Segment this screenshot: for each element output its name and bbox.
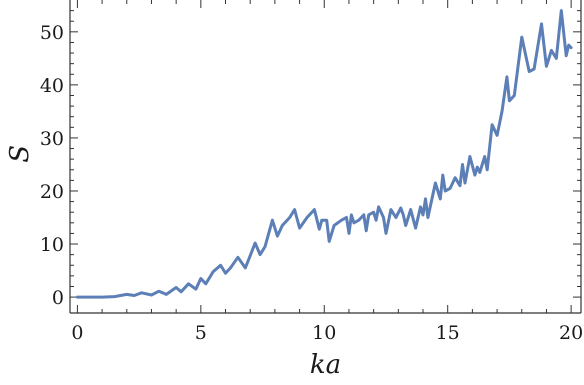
x-tick-label: 20 xyxy=(559,322,583,344)
y-tick-label: 0 xyxy=(52,287,64,309)
y-axis-title: S xyxy=(5,145,35,163)
x-axis-title: ka xyxy=(310,350,341,380)
y-tick-label: 20 xyxy=(40,181,64,203)
x-tick-label: 5 xyxy=(195,322,207,344)
plot-frame xyxy=(69,0,582,314)
x-tick-labels: 0 5 10 15 20 xyxy=(71,322,583,344)
axis-ticks xyxy=(70,0,581,313)
series-line xyxy=(75,9,573,299)
series-layer xyxy=(75,9,573,299)
y-tick-label: 50 xyxy=(40,22,64,44)
y-tick-labels: 0 10 20 30 40 50 xyxy=(40,22,64,309)
y-tick-label: 10 xyxy=(40,234,64,256)
x-tick-label: 0 xyxy=(71,322,83,344)
x-tick-label: 15 xyxy=(436,322,460,344)
y-tick-label: 40 xyxy=(40,75,64,97)
y-tick-label: 30 xyxy=(40,128,64,150)
x-tick-label: 10 xyxy=(312,322,336,344)
